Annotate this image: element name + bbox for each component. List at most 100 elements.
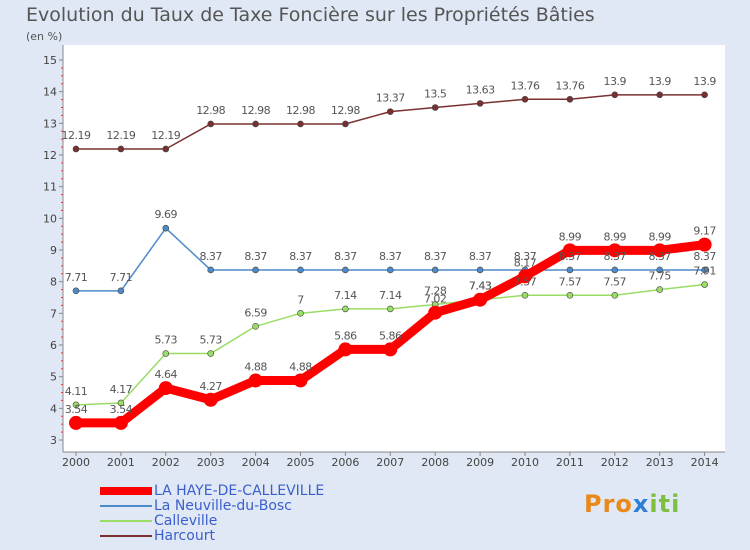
- data-label-calleville-2002: 5.73: [155, 334, 178, 347]
- data-label-la-haye-de-calleville-2002: 4.64: [155, 368, 178, 381]
- y-tick-label-11: 11: [43, 181, 57, 194]
- data-label-harcourt-2009: 13.63: [466, 83, 495, 96]
- chart-title: Evolution du Taux de Taxe Foncière sur l…: [26, 4, 595, 26]
- data-label-harcourt-2011: 13.76: [555, 79, 584, 92]
- point-la-neuville-du-bosc-2008: [431, 266, 439, 274]
- data-label-la-neuville-du-bosc-2006: 8.37: [334, 250, 357, 263]
- y-minor-tick-8-1: [61, 265, 63, 267]
- data-label-la-haye-de-calleville-2006: 5.86: [334, 329, 357, 342]
- chart-unit-label: (en %): [26, 30, 63, 43]
- legend-swatch-la-haye-de-calleville: [100, 487, 152, 495]
- data-label-la-neuville-du-bosc-2002: 9.69: [155, 208, 178, 221]
- data-label-calleville-2011: 7.57: [559, 275, 582, 288]
- data-label-la-haye-de-calleville-2009: 7.43: [469, 280, 492, 293]
- y-minor-tick-6-0: [61, 336, 63, 338]
- point-la-neuville-du-bosc-2000: [72, 287, 80, 295]
- y-minor-tick-6-1: [61, 328, 63, 330]
- point-la-neuville-du-bosc-2006: [342, 266, 349, 274]
- x-tick-label-2004: 2004: [242, 456, 270, 469]
- x-tick-label-2008: 2008: [421, 456, 449, 469]
- point-la-neuville-du-bosc-2012: [611, 266, 619, 274]
- point-la-neuville-du-bosc-2005: [297, 266, 304, 274]
- y-minor-tick-9-0: [61, 241, 63, 243]
- data-label-harcourt-2002: 12.19: [151, 129, 180, 142]
- data-label-la-haye-de-calleville-2007: 5.86: [379, 329, 402, 342]
- y-minor-tick-11-1: [61, 170, 63, 172]
- data-label-la-neuville-du-bosc-2010: 8.37: [514, 250, 537, 263]
- point-la-haye-de-calleville-2006: [338, 342, 353, 357]
- y-minor-tick-3-0: [61, 431, 63, 433]
- data-label-harcourt-2001: 12.19: [106, 129, 135, 142]
- point-harcourt-2014: [701, 91, 708, 99]
- data-label-calleville-2012: 7.57: [604, 275, 627, 288]
- data-label-la-neuville-du-bosc-2009: 8.37: [469, 250, 492, 263]
- y-minor-tick-14-0: [61, 83, 63, 85]
- data-label-la-neuville-du-bosc-2008: 8.37: [424, 250, 447, 263]
- data-label-calleville-2008: 7.28: [424, 284, 447, 297]
- x-tick-label-2007: 2007: [376, 456, 404, 469]
- point-calleville-2001: [117, 399, 125, 407]
- point-calleville-2010: [521, 291, 529, 299]
- y-minor-tick-11-0: [61, 178, 63, 180]
- data-label-la-neuville-du-bosc-2014: 8.37: [693, 250, 716, 263]
- y-minor-tick-6-2: [61, 320, 63, 322]
- data-label-calleville-2006: 7.14: [334, 289, 357, 302]
- y-tick-label-7: 7: [50, 307, 57, 320]
- y-minor-tick-10-0: [61, 209, 63, 211]
- data-label-calleville-2004: 6.59: [244, 306, 267, 319]
- point-la-neuville-du-bosc-2014: [701, 266, 708, 274]
- x-tick-label-2003: 2003: [197, 456, 225, 469]
- point-harcourt-2002: [162, 145, 170, 153]
- point-harcourt-2010: [521, 95, 529, 103]
- data-label-la-haye-de-calleville-2003: 4.27: [199, 380, 222, 393]
- point-la-haye-de-calleville-2000: [69, 415, 83, 430]
- data-label-calleville-2009: 7.43: [469, 280, 492, 293]
- point-la-haye-de-calleville-2010: [518, 269, 532, 284]
- data-label-la-haye-de-calleville-2001: 3.54: [110, 403, 133, 416]
- y-tick-label-4: 4: [50, 402, 57, 415]
- point-la-haye-de-calleville-2009: [473, 292, 488, 307]
- point-la-haye-de-calleville-2012: [607, 243, 622, 258]
- point-la-haye-de-calleville-2007: [383, 342, 398, 357]
- y-tick-label-9: 9: [50, 244, 57, 257]
- legend-swatch-harcourt: [100, 535, 152, 537]
- y-minor-tick-4-2: [61, 384, 63, 386]
- y-minor-tick-5-2: [61, 352, 63, 354]
- point-calleville-2014: [701, 281, 708, 288]
- x-tick-label-2001: 2001: [107, 456, 135, 469]
- data-label-calleville-2001: 4.17: [110, 383, 133, 396]
- data-label-la-haye-de-calleville-2013: 8.99: [648, 230, 671, 243]
- x-tick-label-2014: 2014: [691, 456, 719, 469]
- x-tick-label-2006: 2006: [331, 456, 359, 469]
- x-tick-label-2009: 2009: [466, 456, 494, 469]
- logo-part-2: x: [632, 490, 650, 518]
- data-label-calleville-2014: 7.91: [693, 265, 716, 278]
- y-minor-tick-11-2: [61, 162, 63, 164]
- point-la-neuville-du-bosc-2009: [476, 266, 484, 274]
- y-tick-label-12: 12: [43, 149, 57, 162]
- y-minor-tick-9-2: [61, 225, 63, 227]
- y-minor-tick-3-1: [61, 423, 63, 425]
- data-label-la-neuville-du-bosc-2004: 8.37: [244, 250, 267, 263]
- data-label-harcourt-2006: 12.98: [331, 104, 360, 117]
- point-calleville-2000: [72, 401, 80, 409]
- point-harcourt-2005: [297, 120, 304, 128]
- data-label-harcourt-2010: 13.76: [511, 79, 540, 92]
- legend-label-la-haye-de-calleville: LA HAYE-DE-CALLEVILLE: [154, 483, 325, 499]
- y-minor-tick-5-0: [61, 368, 63, 370]
- point-harcourt-2003: [207, 120, 214, 128]
- data-label-calleville-2013: 7.75: [648, 270, 671, 283]
- data-label-harcourt-2008: 13.5: [424, 88, 447, 101]
- data-label-harcourt-2003: 12.98: [196, 104, 225, 117]
- data-label-la-haye-de-calleville-2012: 8.99: [604, 230, 627, 243]
- point-calleville-2011: [566, 291, 574, 299]
- point-harcourt-2011: [566, 95, 574, 103]
- point-harcourt-2004: [252, 120, 259, 128]
- data-label-la-haye-de-calleville-2008: 7.02: [424, 293, 447, 306]
- point-calleville-2006: [342, 305, 349, 313]
- data-label-harcourt-2013: 13.9: [648, 75, 671, 88]
- data-label-la-haye-de-calleville-2005: 4.88: [289, 360, 312, 373]
- data-label-calleville-2005: 7: [297, 293, 304, 306]
- point-la-haye-de-calleville-2003: [203, 392, 218, 407]
- logo-part-3: iti: [649, 490, 681, 518]
